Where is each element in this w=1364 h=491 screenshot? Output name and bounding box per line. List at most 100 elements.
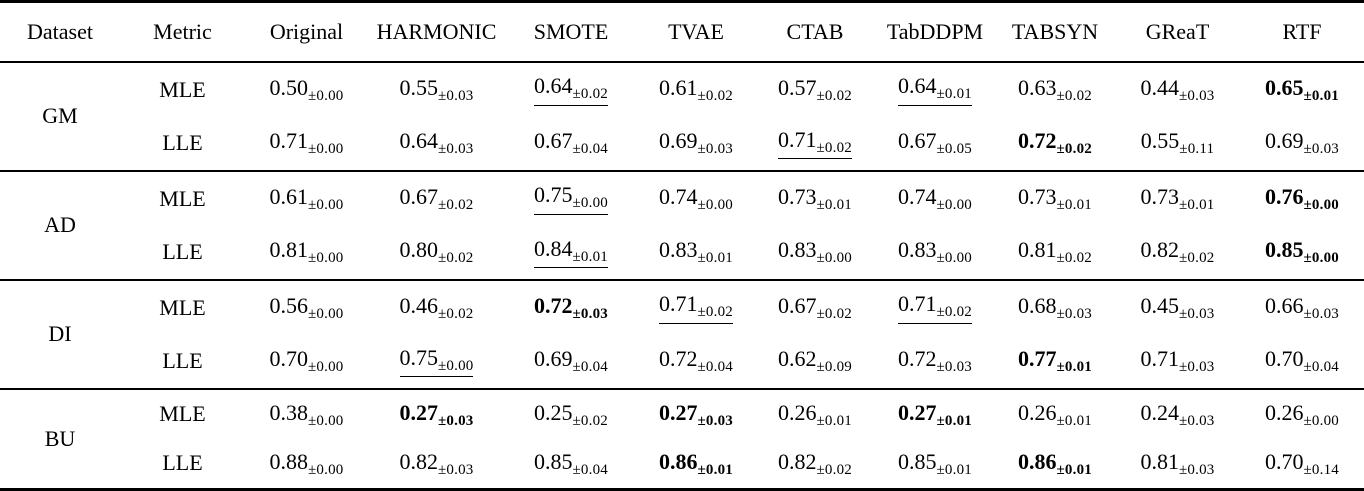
value-cell: 0.80±0.02 — [368, 225, 505, 279]
score-with-std: 0.68±0.03 — [1018, 292, 1092, 323]
dataset-label-di: DI — [0, 278, 120, 389]
score-std-subscript: ±0.02 — [1056, 87, 1092, 104]
value-cell: 0.66±0.03 — [1240, 278, 1364, 335]
score-std-subscript: ±0.04 — [697, 359, 733, 376]
score-with-std: 0.71±0.02 — [659, 292, 733, 324]
score-with-std: 0.63±0.02 — [1018, 75, 1092, 105]
value-cell: 0.85±0.01 — [875, 439, 995, 490]
score-value: 0.67 — [898, 128, 937, 154]
score-value: 0.70 — [1265, 346, 1304, 372]
score-value: 0.81 — [269, 237, 309, 263]
score-value: 0.70 — [1265, 448, 1304, 474]
value-cell: 0.69±0.03 — [637, 116, 755, 170]
value-cell: 0.70±0.14 — [1240, 439, 1364, 490]
score-with-std: 0.88±0.00 — [269, 448, 344, 479]
score-with-std: 0.67±0.04 — [534, 129, 608, 158]
table-row-di-lle: LLE 0.70±0.00 0.75±0.00 0.69±0.04 0.72±0.04 0… — [0, 334, 1364, 388]
score-value: 0.83 — [659, 237, 698, 263]
score-with-std: 0.86±0.01 — [659, 449, 733, 479]
score-with-std: 0.57±0.02 — [778, 74, 852, 105]
score-value: 0.71 — [898, 291, 937, 317]
score-with-std: 0.70±0.00 — [270, 347, 344, 376]
metric-label: MLE — [120, 60, 245, 117]
score-std-subscript: ±0.03 — [438, 461, 474, 478]
value-cell: 0.67±0.04 — [505, 116, 637, 170]
score-value: 0.77 — [1018, 346, 1057, 372]
score-value: 0.26 — [1265, 399, 1304, 425]
value-cell: 0.81±0.03 — [1115, 439, 1240, 490]
score-std-subscript: ±0.02 — [438, 305, 474, 322]
score-value: 0.80 — [399, 237, 439, 263]
score-std-subscript: ±0.02 — [1056, 250, 1092, 267]
score-std-subscript: ±0.03 — [936, 359, 972, 376]
score-std-subscript: ±0.11 — [1179, 141, 1215, 158]
score-value: 0.69 — [1265, 128, 1304, 154]
score-std-subscript: ±0.00 — [1303, 196, 1339, 213]
column-header-smote: SMOTE — [505, 1, 637, 63]
score-value: 0.83 — [898, 237, 937, 263]
score-value: 0.82 — [778, 448, 817, 474]
dataset-label-bu: BU — [0, 387, 120, 490]
score-value: 0.55 — [1140, 128, 1180, 154]
score-with-std: 0.70±0.14 — [1265, 448, 1339, 479]
column-header-rtf: RTF — [1240, 1, 1364, 63]
score-value: 0.73 — [1018, 183, 1057, 209]
score-value: 0.85 — [1265, 237, 1304, 263]
score-value: 0.83 — [778, 237, 817, 263]
value-cell: 0.74±0.00 — [637, 169, 755, 226]
score-value: 0.24 — [1140, 399, 1180, 425]
score-with-std: 0.62±0.09 — [778, 347, 852, 376]
value-cell: 0.81±0.00 — [245, 225, 368, 279]
score-value: 0.88 — [269, 448, 309, 474]
value-cell: 0.71±0.03 — [1115, 334, 1240, 388]
score-value: 0.73 — [778, 183, 817, 209]
value-cell: 0.72±0.03 — [505, 278, 637, 335]
score-std-subscript: ±0.14 — [1303, 461, 1339, 478]
score-with-std: 0.73±0.01 — [778, 183, 852, 214]
score-std-subscript: ±0.03 — [1179, 412, 1215, 429]
score-std-subscript: ±0.00 — [308, 461, 344, 478]
score-std-subscript: ±0.00 — [308, 250, 344, 267]
score-with-std: 0.56±0.00 — [270, 293, 344, 323]
score-with-std: 0.73±0.01 — [1140, 183, 1215, 214]
score-std-subscript: ±0.03 — [697, 412, 733, 429]
score-value: 0.64 — [399, 128, 439, 154]
value-cell: 0.26±0.01 — [995, 387, 1115, 439]
score-with-std: 0.81±0.02 — [1018, 238, 1092, 267]
score-std-subscript: ±0.02 — [438, 250, 474, 267]
score-std-subscript: ±0.02 — [936, 304, 972, 321]
score-std-subscript: ±0.00 — [572, 195, 608, 212]
value-cell: 0.85±0.00 — [1240, 225, 1364, 279]
score-value: 0.86 — [1018, 448, 1057, 474]
score-std-subscript: ±0.00 — [308, 196, 344, 213]
score-std-subscript: ±0.00 — [936, 196, 972, 213]
score-std-subscript: ±0.02 — [1179, 250, 1215, 267]
score-std-subscript: ±0.03 — [1179, 305, 1215, 322]
metric-label: LLE — [162, 348, 203, 374]
column-header-metric: Metric — [120, 1, 245, 63]
score-with-std: 0.71±0.02 — [778, 126, 852, 160]
score-std-subscript: ±0.01 — [816, 196, 852, 213]
value-cell: 0.64±0.03 — [368, 116, 505, 170]
score-value: 0.71 — [778, 126, 817, 152]
score-with-std: 0.72±0.04 — [659, 347, 733, 376]
score-value: 0.27 — [659, 399, 698, 425]
metric-label: MLE — [120, 278, 245, 335]
score-with-std: 0.64±0.02 — [534, 74, 608, 106]
score-std-subscript: ±0.03 — [1179, 87, 1215, 104]
score-std-subscript: ±0.02 — [438, 196, 474, 213]
value-cell: 0.45±0.03 — [1115, 278, 1240, 335]
score-value: 0.68 — [1018, 292, 1057, 318]
score-value: 0.67 — [534, 128, 573, 154]
score-std-subscript: ±0.01 — [697, 461, 733, 478]
column-header-tabsyn: TABSYN — [995, 1, 1115, 63]
metric-label: MLE — [120, 387, 245, 439]
score-value: 0.73 — [1140, 183, 1180, 209]
score-with-std: 0.72±0.03 — [534, 293, 608, 323]
score-value: 0.71 — [269, 128, 309, 154]
score-value: 0.57 — [778, 74, 817, 100]
score-value: 0.72 — [659, 346, 698, 372]
score-value: 0.70 — [269, 346, 309, 372]
score-value: 0.84 — [534, 235, 573, 261]
score-std-subscript: ±0.01 — [1056, 359, 1092, 376]
